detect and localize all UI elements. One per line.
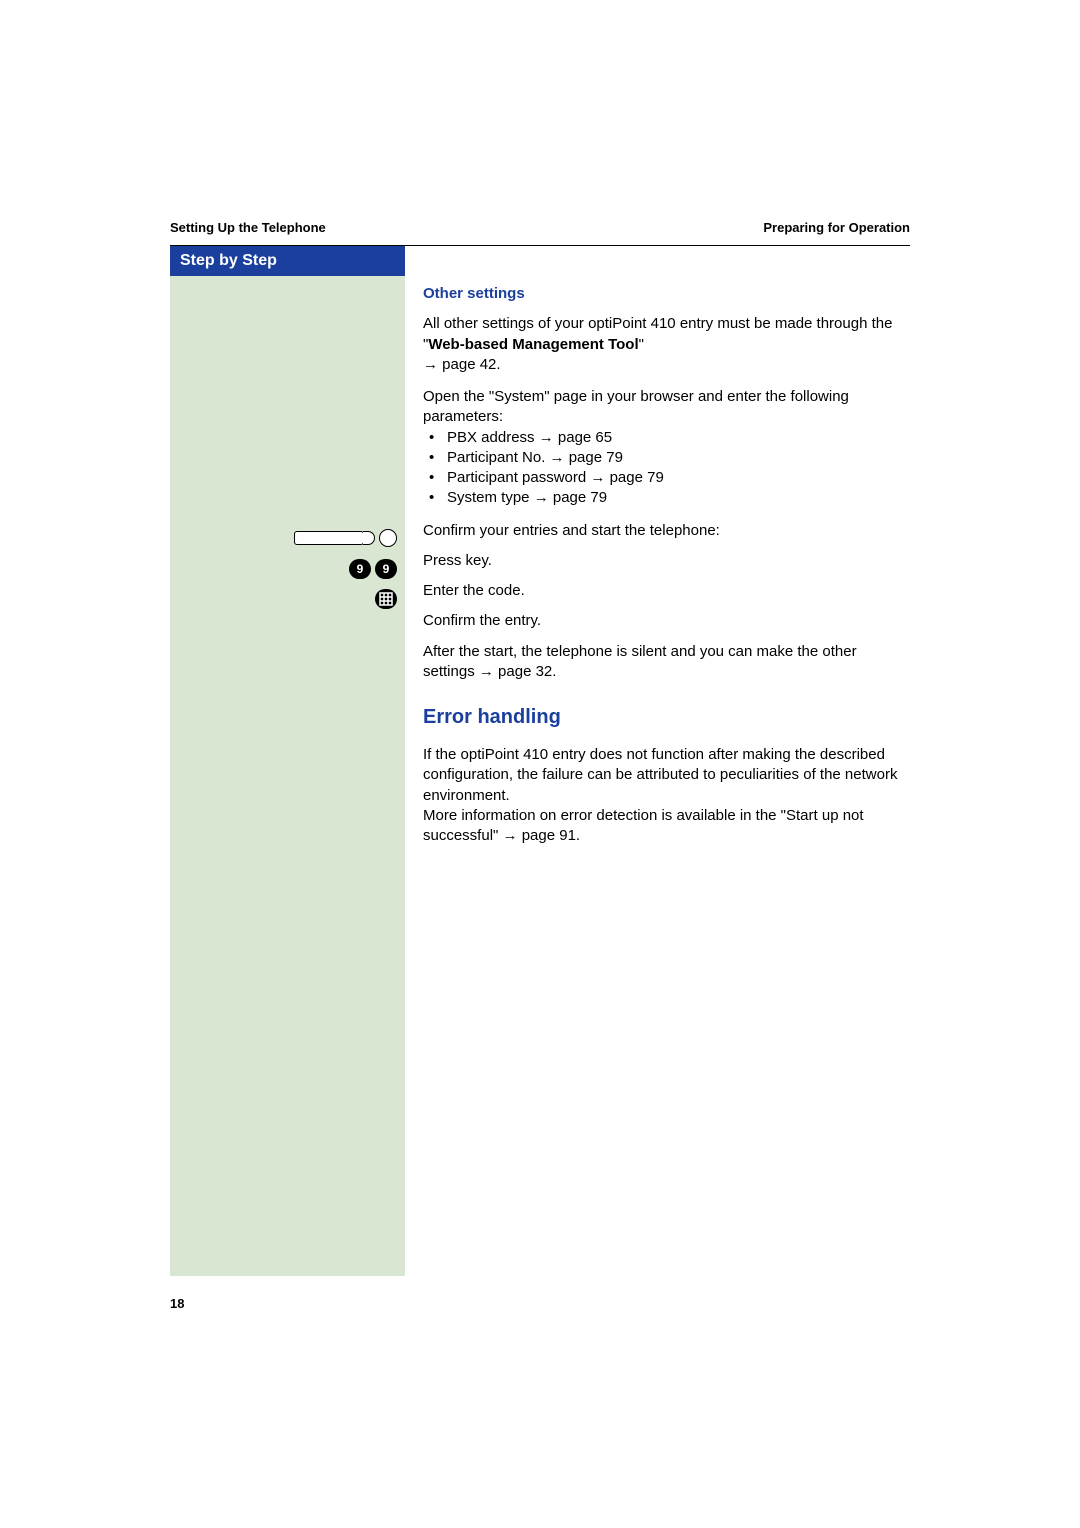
open-system-text: Open the "System" page in your browser a…	[423, 388, 849, 425]
error-paragraph: If the optiPoint 410 entry does not func…	[423, 745, 910, 846]
step-enter-code: Enter the code.	[423, 581, 910, 601]
main-content: Other settings All other settings of you…	[405, 246, 910, 1276]
list-item: System type → page 79	[423, 488, 910, 508]
digit-9-icon: 9	[349, 559, 371, 579]
step-confirm-entry: Confirm the entry.	[423, 611, 910, 631]
after-start-paragraph: After the start, the telephone is silent…	[423, 642, 910, 683]
hash-key-icon	[375, 589, 397, 609]
sidebar: Step by Step 9 9	[170, 246, 405, 1276]
intro-pageref: → page 42.	[423, 356, 501, 373]
content-row: Step by Step 9 9	[170, 246, 910, 1276]
error-text-2: More information on error detection is a…	[423, 807, 864, 844]
list-item: Participant password → page 79	[423, 468, 910, 488]
step-press-key: Press key.	[423, 551, 910, 571]
parameter-list: PBX address → page 65 Participant No. → …	[423, 428, 910, 509]
page-container: Setting Up the Telephone Preparing for O…	[170, 220, 910, 1276]
confirm-line: Confirm your entries and start the telep…	[423, 521, 910, 541]
intro-paragraph: All other settings of your optiPoint 410…	[423, 314, 910, 375]
error-handling-heading: Error handling	[423, 704, 910, 731]
after-start-ref: → page 32.	[479, 663, 557, 680]
running-header: Setting Up the Telephone Preparing for O…	[170, 220, 910, 235]
press-key-text: Press key.	[423, 551, 910, 571]
error-text-1: If the optiPoint 410 entry does not func…	[423, 746, 897, 804]
enter-code-text: Enter the code.	[423, 581, 910, 601]
sidebar-body: 9 9	[170, 276, 405, 1276]
list-item: Participant No. → page 79	[423, 448, 910, 468]
header-left: Setting Up the Telephone	[170, 220, 326, 235]
open-system-paragraph: Open the "System" page in your browser a…	[423, 387, 910, 509]
step-icon-confirm	[375, 589, 397, 609]
confirm-entry-text: Confirm the entry.	[423, 611, 910, 631]
function-key-icon	[294, 531, 375, 545]
error-ref: → page 91.	[503, 827, 581, 844]
intro-text-bold: Web-based Management Tool	[428, 336, 638, 353]
list-item: PBX address → page 65	[423, 428, 910, 448]
led-icon	[379, 529, 397, 547]
header-right: Preparing for Operation	[763, 220, 910, 235]
page-number: 18	[170, 1296, 184, 1311]
step-icon-enter-code: 9 9	[349, 559, 397, 579]
digit-9-icon: 9	[375, 559, 397, 579]
other-settings-heading: Other settings	[423, 284, 910, 304]
step-icon-press-key	[294, 529, 397, 547]
sidebar-title: Step by Step	[170, 246, 405, 276]
intro-text-c: "	[639, 336, 644, 353]
